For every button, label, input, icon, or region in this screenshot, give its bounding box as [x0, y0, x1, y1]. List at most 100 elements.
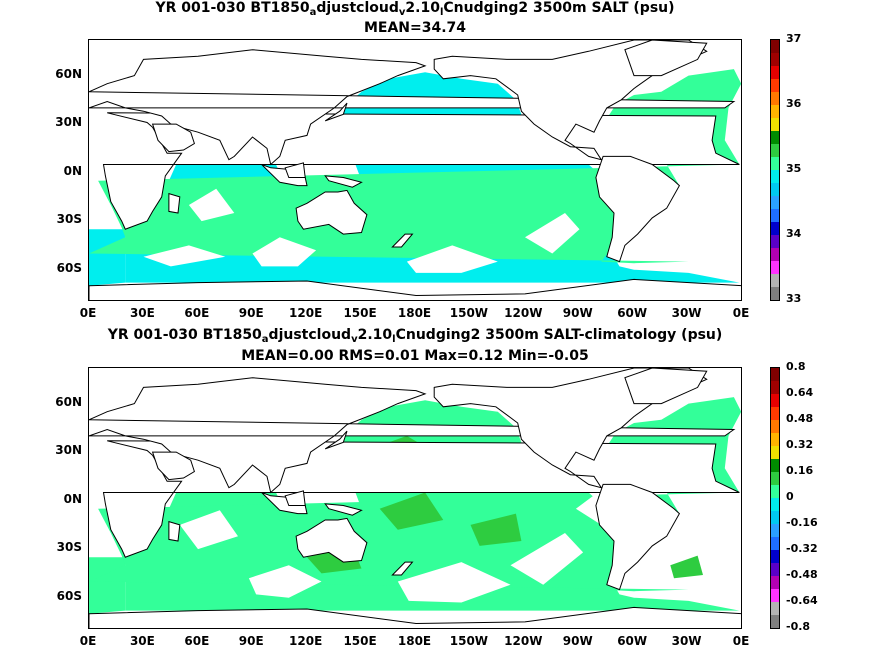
landmass — [324, 175, 363, 188]
colorbar-label: 35 — [786, 162, 802, 175]
x-tick-label: 90E — [238, 306, 264, 320]
y-tick-label: 30S — [56, 212, 82, 227]
ocean-gap — [248, 565, 322, 598]
colorbar-segment — [771, 498, 779, 511]
landmass — [295, 189, 368, 235]
colorbar-segment — [771, 274, 779, 287]
y-tick-label: 60S — [56, 588, 82, 603]
colorbar-segment — [771, 368, 779, 381]
colorbar-segment — [771, 235, 779, 248]
colorbar-segment — [771, 92, 779, 105]
colorbar-segment — [771, 222, 779, 235]
landmass — [168, 520, 181, 542]
colorbar-segment — [771, 589, 779, 602]
colorbar-segment — [771, 144, 779, 157]
colorbar-segment — [771, 446, 779, 459]
landmass — [295, 517, 368, 563]
colorbar-segment — [771, 615, 779, 628]
ocean-anomaly-patch — [470, 513, 522, 546]
colorbar-segment — [771, 420, 779, 433]
x-tick-label: 0E — [79, 634, 97, 648]
colorbar-segment — [771, 485, 779, 498]
colorbar-segment — [771, 196, 779, 209]
top-ocean-field — [89, 69, 741, 286]
landmass — [168, 192, 181, 214]
x-tick-label: 30E — [129, 634, 155, 648]
top-colorbar — [770, 39, 780, 301]
landmass — [324, 430, 348, 450]
colorbar-label: 33 — [786, 292, 802, 305]
x-tick-label: 90W — [562, 634, 593, 648]
colorbar-segment — [771, 576, 779, 589]
landmass — [284, 490, 306, 506]
colorbar-label: 0.32 — [786, 438, 814, 451]
ocean-gap — [406, 245, 498, 273]
x-tick-label: 0E — [732, 306, 750, 320]
landmass — [151, 123, 195, 153]
ocean-gap — [179, 510, 238, 550]
landmass — [89, 606, 741, 628]
y-tick-label: 60N — [55, 394, 82, 409]
colorbar-segment — [771, 209, 779, 222]
y-tick-label: 0N — [63, 163, 82, 178]
bottom-map-panel — [88, 367, 742, 629]
colorbar-segment — [771, 472, 779, 485]
landmass — [624, 368, 708, 405]
ocean-anomaly-patch — [670, 555, 703, 579]
colorbar-label: -0.48 — [786, 568, 818, 581]
colorbar-label: 0.48 — [786, 412, 814, 425]
ocean-indian-west — [89, 557, 126, 614]
bottom-chart-subtitle: MEAN=0.00 RMS=0.01 Max=0.12 Min=-0.05 — [241, 348, 589, 364]
x-tick-label: 0E — [79, 306, 97, 320]
landmass — [391, 561, 414, 576]
colorbar-segment — [771, 537, 779, 550]
x-tick-label: 90E — [238, 634, 264, 648]
colorbar-label: -0.16 — [786, 516, 818, 529]
colorbar-label: 0 — [786, 490, 794, 503]
landmass — [324, 102, 348, 122]
x-tick-label: 150E — [343, 634, 377, 648]
y-tick-label: 30N — [55, 443, 82, 458]
x-tick-label: 0E — [732, 634, 750, 648]
colorbar-label: 0.8 — [786, 360, 806, 373]
colorbar-label: -0.32 — [786, 542, 818, 555]
y-tick-label: 0N — [63, 491, 82, 506]
colorbar-label: 36 — [786, 97, 802, 110]
landmass — [89, 49, 736, 166]
colorbar-segment — [771, 248, 779, 261]
colorbar-segment — [771, 550, 779, 563]
x-tick-label: 30W — [671, 634, 702, 648]
colorbar-segment — [771, 53, 779, 66]
ocean-gap — [510, 533, 584, 585]
colorbar-label: 37 — [786, 32, 802, 45]
ocean-anomaly-patch — [379, 492, 444, 530]
colorbar-segment — [771, 394, 779, 407]
ocean-atlantic — [89, 69, 741, 264]
colorbar-segment — [771, 40, 779, 53]
colorbar-segment — [771, 183, 779, 196]
bottom-coastlines — [89, 368, 741, 628]
top-coastlines — [89, 40, 741, 300]
colorbar-segment — [771, 407, 779, 420]
landmass — [89, 278, 741, 300]
x-tick-label: 150W — [449, 634, 489, 648]
landmass — [595, 155, 681, 263]
colorbar-segment — [771, 261, 779, 274]
x-tick-label: 90W — [562, 306, 593, 320]
colorbar-label: -0.8 — [786, 620, 811, 633]
ocean-gap — [188, 188, 235, 222]
x-tick-label: 30W — [671, 306, 702, 320]
top-chart-title: YR 001-030 BT1850adjustcloudv2.10lCnudgi… — [155, 0, 675, 18]
ocean-gap — [143, 245, 226, 267]
top-chart-subtitle: MEAN=34.74 — [363, 20, 467, 36]
x-tick-label: 180E — [397, 306, 432, 320]
colorbar-segment — [771, 105, 779, 118]
colorbar-segment — [771, 381, 779, 394]
ocean-gap — [525, 213, 580, 254]
bottom-chart-title: YR 001-030 BT1850adjustcloudv2.10lCnudgi… — [107, 327, 723, 345]
y-tick-label: 60S — [56, 260, 82, 275]
x-tick-label: 120W — [504, 306, 543, 320]
colorbar-segment — [771, 118, 779, 131]
ocean-indian-west — [89, 229, 126, 286]
x-tick-label: 30E — [129, 306, 155, 320]
